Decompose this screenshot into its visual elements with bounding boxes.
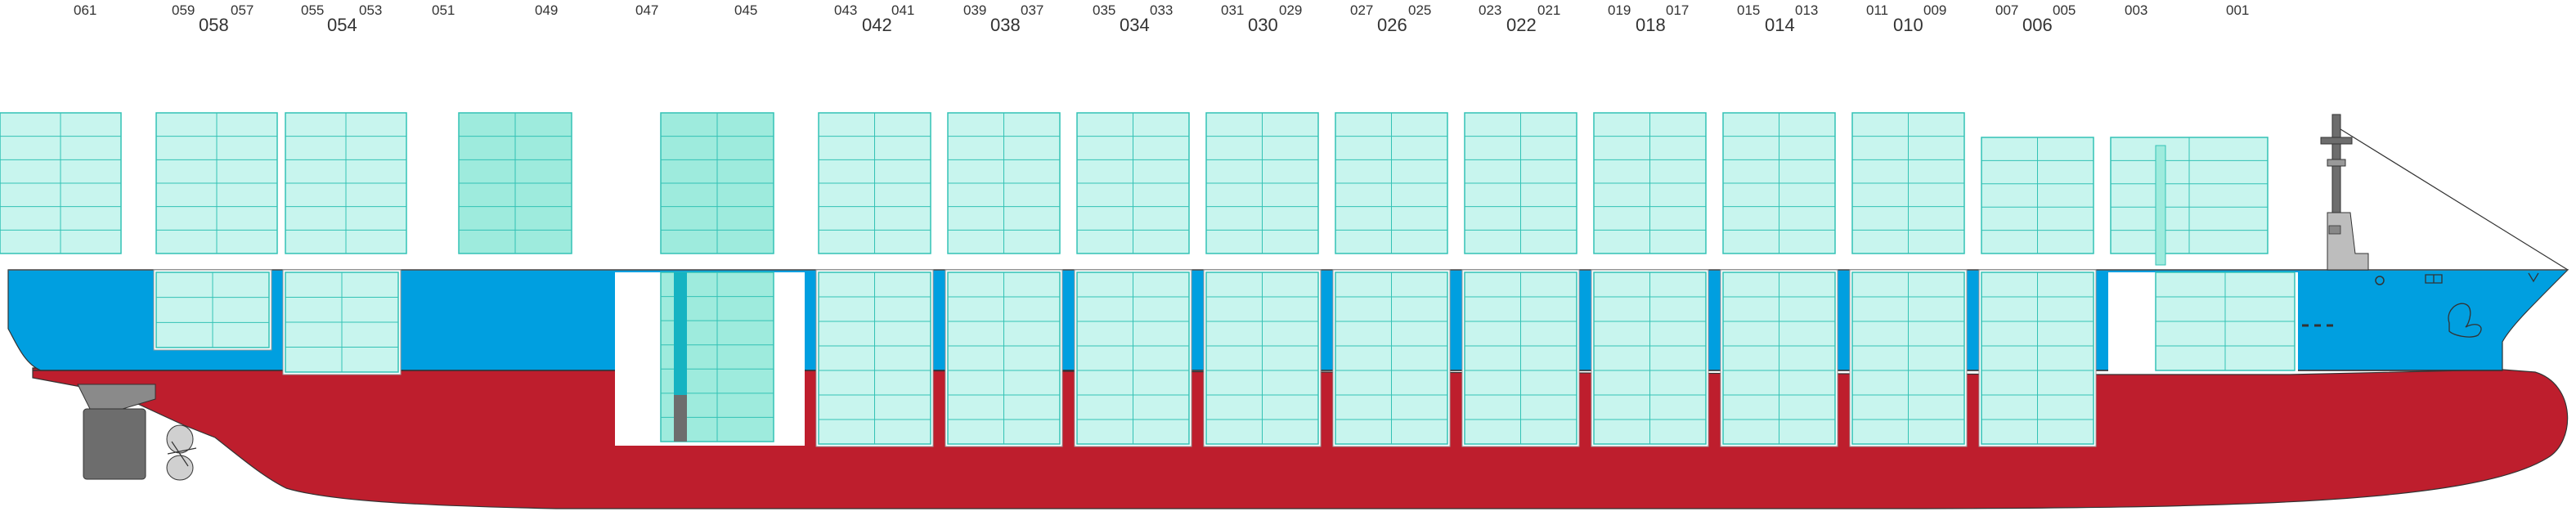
- bulbous-mark-icon: [2528, 272, 2539, 283]
- deck-stack-042: [818, 112, 931, 254]
- deck-stack-010: [1851, 112, 1965, 254]
- bay-label-043: 043: [834, 2, 857, 18]
- deck-stack-022: [1464, 112, 1577, 254]
- bay-label-042: 042: [862, 15, 892, 35]
- bay-label-061: 061: [74, 2, 96, 18]
- bay-label-053: 053: [359, 2, 382, 18]
- deck-stack-046: [660, 112, 774, 254]
- deck-stack-018: [1593, 112, 1707, 254]
- mast-crosstree: [2320, 137, 2353, 145]
- bay-label-003: 003: [2125, 2, 2147, 18]
- bay-label-023: 023: [1479, 2, 1501, 18]
- propeller-blade-upper: [166, 424, 194, 454]
- hold-stack-006: [1978, 269, 2097, 447]
- bay-label-014: 014: [1765, 15, 1795, 35]
- hold-stack-042: [815, 269, 934, 447]
- hold-stack-030: [1203, 269, 1322, 447]
- bay-label-039: 039: [963, 2, 986, 18]
- hatch-cover-strip: [674, 272, 687, 395]
- rudder: [83, 408, 146, 480]
- hold-stack-034: [1074, 269, 1192, 447]
- bay-label-058: 058: [199, 15, 229, 35]
- deck-stack-054: [285, 112, 407, 254]
- anchor-hawse-icon: [2375, 276, 2385, 285]
- bay-label-017: 017: [1666, 2, 1689, 18]
- bay-label-054: 054: [327, 15, 357, 35]
- bay-label-006: 006: [2022, 15, 2053, 35]
- bay-label-034: 034: [1120, 15, 1150, 35]
- hatch-cover-strip-lower: [674, 395, 687, 442]
- bay-label-021: 021: [1537, 2, 1560, 18]
- hold-stack-014: [1720, 269, 1838, 447]
- deck-stack-034: [1076, 112, 1190, 254]
- bay-label-047: 047: [635, 2, 658, 18]
- deck-stack-014: [1722, 112, 1836, 254]
- bay-label-015: 015: [1737, 2, 1760, 18]
- mast-house-window: [2328, 225, 2341, 235]
- bay-label-041: 041: [891, 2, 914, 18]
- bay-label-031: 031: [1221, 2, 1244, 18]
- hold-stack-054: [282, 269, 402, 375]
- bay-label-030: 030: [1248, 15, 1278, 35]
- bow-thruster-icon: [2425, 274, 2443, 284]
- forecastle: [2302, 114, 2569, 338]
- bay-label-051: 051: [432, 2, 455, 18]
- forestay-line: [2340, 128, 2569, 271]
- hold-stack-022: [1461, 269, 1580, 447]
- bay-label-035: 035: [1093, 2, 1115, 18]
- deck-stack-030: [1205, 112, 1319, 254]
- bay-label-025: 025: [1408, 2, 1431, 18]
- hold-stack-018: [1591, 269, 1709, 447]
- bay-label-049: 049: [535, 2, 558, 18]
- bay-label-018: 018: [1636, 15, 1666, 35]
- bay-label-027: 027: [1350, 2, 1373, 18]
- deck-stack-002: [2110, 137, 2269, 254]
- bay-label-011: 011: [1866, 2, 1888, 18]
- deck-stack-062: [0, 112, 122, 254]
- deck-stack-026: [1335, 112, 1448, 254]
- deck-stack-058: [155, 112, 278, 254]
- hold-stack-026: [1332, 269, 1451, 447]
- mast-platform: [2327, 159, 2346, 167]
- bay-label-026: 026: [1377, 15, 1407, 35]
- bay-label-045: 045: [734, 2, 757, 18]
- bay-label-038: 038: [990, 15, 1021, 35]
- bay-label-055: 055: [301, 2, 324, 18]
- bay-label-009: 009: [1923, 2, 1946, 18]
- propeller-blade-lower: [166, 455, 194, 481]
- hold-stack-002: [2155, 271, 2296, 371]
- deck-stack-050: [458, 112, 572, 254]
- bay-label-010: 010: [1893, 15, 1923, 35]
- bay-label-057: 057: [231, 2, 254, 18]
- stern-gear: [77, 384, 197, 481]
- container-stacks: [0, 112, 2296, 447]
- deck-stack-038: [947, 112, 1061, 254]
- deck-stack-006: [1981, 137, 2094, 254]
- bay-labels: 061 059 057 058 055 053 054 051 049 047 …: [74, 2, 2249, 35]
- company-logo-icon: [2448, 303, 2482, 338]
- bay-label-022: 022: [1506, 15, 1537, 35]
- hold-stack-010: [1849, 269, 1968, 447]
- bay-label-037: 037: [1021, 2, 1043, 18]
- bay-label-001: 001: [2226, 2, 2249, 18]
- propeller-shaft: [167, 441, 197, 467]
- bay-label-019: 019: [1608, 2, 1631, 18]
- bay-label-007: 007: [1995, 2, 2018, 18]
- rudder-stock: [77, 384, 156, 410]
- bay-label-029: 029: [1279, 2, 1302, 18]
- bay-label-013: 013: [1795, 2, 1818, 18]
- lashing-bridge: [2155, 145, 2166, 266]
- mast-house: [2327, 212, 2369, 271]
- hold-stack-058: [153, 269, 272, 351]
- bay-label-059: 059: [172, 2, 195, 18]
- hold-stack-038: [945, 269, 1063, 447]
- bay-label-033: 033: [1150, 2, 1173, 18]
- bay-label-005: 005: [2053, 2, 2076, 18]
